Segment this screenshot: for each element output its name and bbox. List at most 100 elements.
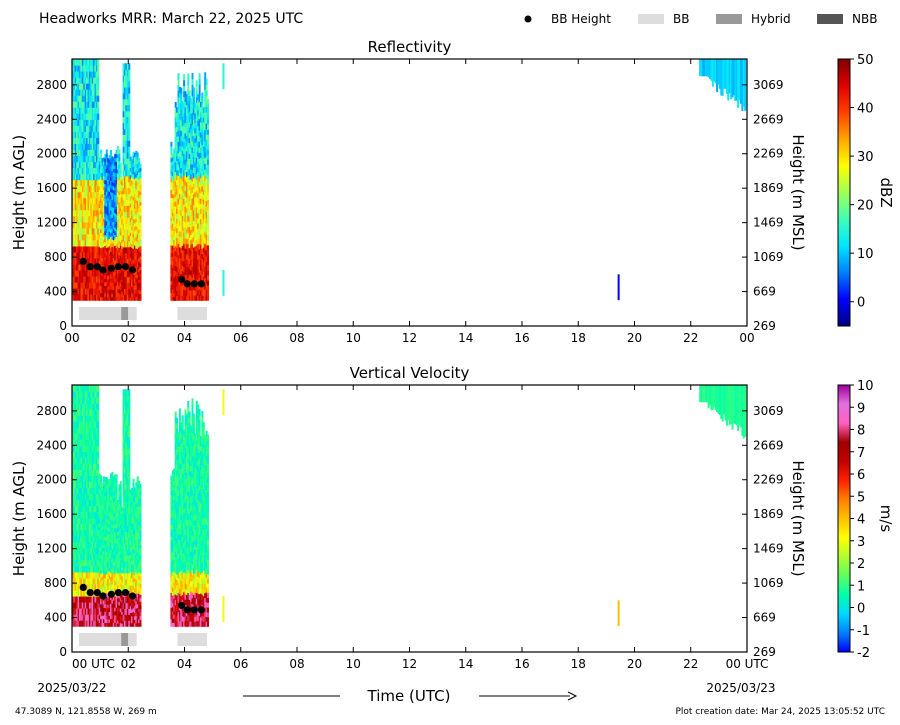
x-tick-label: 04 bbox=[177, 331, 192, 345]
x-tick-label: 22 bbox=[683, 657, 698, 671]
y-tick-label: 2400 bbox=[36, 112, 67, 126]
colorbar-tick-label: 0 bbox=[857, 602, 865, 617]
x-date-left: 2025/03/22 bbox=[37, 681, 106, 695]
x-tick-label: 14 bbox=[458, 657, 473, 671]
y-tick-label: 400 bbox=[44, 611, 67, 625]
legend-bb-label: BB bbox=[673, 12, 689, 26]
bb-bar-hybrid bbox=[121, 307, 129, 320]
bb-height-point bbox=[128, 592, 137, 600]
colorbar-tick-label: 0 bbox=[857, 296, 865, 311]
y-right-tick-label: 1869 bbox=[753, 181, 784, 195]
colorbar-label: m/s bbox=[877, 505, 895, 533]
colorbar: 0 10 20 30 40 50 dBZ bbox=[837, 53, 895, 327]
bb-bar-bb bbox=[79, 307, 123, 320]
y-right-tick-label: 2669 bbox=[753, 438, 784, 452]
x-axis-label: Time (UTC) bbox=[367, 687, 451, 705]
colorbar-scale bbox=[837, 384, 851, 653]
colorbar-tick-label: 7 bbox=[857, 446, 865, 461]
colorbar-tick-label: 10 bbox=[857, 247, 874, 262]
x-tick-label: 00 bbox=[739, 331, 754, 345]
location-text: 47.3089 N, 121.8558 W, 269 m bbox=[15, 707, 157, 717]
y-right-tick-label: 1069 bbox=[753, 250, 784, 264]
bb-height-point bbox=[93, 262, 101, 271]
y-tick-label: 1200 bbox=[36, 216, 67, 230]
legend-nbb-swatch bbox=[817, 14, 843, 24]
colorbar-tick-label: 10 bbox=[857, 379, 874, 394]
bb-height-point bbox=[183, 606, 191, 614]
x-tick-label: 20 bbox=[627, 331, 642, 345]
bb-height-point bbox=[178, 275, 186, 284]
x-tick-label: 08 bbox=[289, 331, 304, 345]
y-tick-label: 2800 bbox=[36, 78, 67, 92]
x-date-right: 2025/03/23 bbox=[706, 681, 775, 695]
colorbar-tick-label: 5 bbox=[857, 490, 865, 505]
legend-hybrid-label: Hybrid bbox=[751, 12, 791, 26]
x-tick-label: 10 bbox=[346, 657, 361, 671]
bb-height-point bbox=[128, 266, 137, 274]
x-tick-label: 18 bbox=[571, 331, 586, 345]
x-tick-label: 06 bbox=[233, 331, 248, 345]
bb-bar-bb bbox=[79, 633, 123, 646]
legend-bb-height-marker bbox=[524, 15, 532, 23]
x-tick-label: 00 UTC bbox=[726, 657, 769, 671]
bb-height-point bbox=[121, 262, 130, 271]
bb-height-point bbox=[178, 601, 186, 610]
colorbar-tick-label: 20 bbox=[857, 199, 874, 214]
colorbar-tick-label: 8 bbox=[857, 424, 865, 439]
bb-height-points bbox=[79, 583, 205, 614]
colorbar-tick-label: 4 bbox=[857, 513, 865, 528]
x-tick-label: 00 UTC bbox=[72, 657, 115, 671]
x-tick-label: 10 bbox=[346, 331, 361, 345]
legend-bb-height-label: BB Height bbox=[551, 12, 611, 26]
x-tick-label: 00 bbox=[64, 331, 79, 345]
y-axis-label: Height (m AGL) bbox=[10, 135, 28, 250]
colorbar-tick-label: 2 bbox=[857, 557, 865, 572]
colorbar-tick-label: -2 bbox=[857, 646, 870, 661]
bb-height-point bbox=[197, 280, 205, 288]
colorbar-tick-label: 6 bbox=[857, 468, 865, 483]
time-axis-label-group: Time (UTC) bbox=[243, 687, 578, 705]
bb-height-point bbox=[190, 606, 198, 614]
colorbar-scale bbox=[837, 58, 851, 327]
x-tick-label: 22 bbox=[683, 331, 698, 345]
y-tick-label: 1600 bbox=[36, 181, 67, 195]
bb-height-point bbox=[86, 588, 94, 597]
x-tick-label: 16 bbox=[514, 657, 529, 671]
y-right-tick-label: 1069 bbox=[753, 576, 784, 590]
header-legend: BB Height BB Hybrid NBB bbox=[524, 12, 877, 26]
echo-field bbox=[72, 59, 747, 301]
colorbar-tick-label: 50 bbox=[857, 53, 874, 68]
colorbar-tick-label: 9 bbox=[857, 401, 865, 416]
legend-hybrid-swatch bbox=[716, 14, 742, 24]
y-tick-label: 0 bbox=[59, 319, 67, 333]
x-tick-label: 12 bbox=[402, 657, 417, 671]
y-tick-label: 400 bbox=[44, 285, 67, 299]
bb-height-point bbox=[99, 266, 107, 274]
colorbar-tick-label: 3 bbox=[857, 535, 865, 550]
x-tick-label: 06 bbox=[233, 657, 248, 671]
bb-height-point bbox=[121, 588, 130, 597]
y-tick-label: 800 bbox=[44, 250, 67, 264]
x-tick-label: 12 bbox=[402, 331, 417, 345]
y-right-tick-label: 269 bbox=[753, 645, 776, 659]
panel-title: Vertical Velocity bbox=[350, 364, 470, 382]
colorbar-label: dBZ bbox=[877, 177, 895, 207]
x-tick-label: 14 bbox=[458, 331, 473, 345]
bb-bar-hybrid bbox=[121, 633, 129, 646]
y-right-tick-label: 1469 bbox=[753, 542, 784, 556]
colorbar-tick-label: 1 bbox=[857, 579, 865, 594]
echo-field bbox=[72, 385, 747, 627]
colorbar-tick-label: 30 bbox=[857, 150, 874, 165]
bb-bar-bb bbox=[177, 633, 207, 646]
bright-band-class-bars bbox=[79, 307, 207, 320]
bb-height-point bbox=[114, 588, 123, 597]
bright-band-class-bars bbox=[79, 633, 207, 646]
y-right-tick-label: 2669 bbox=[753, 112, 784, 126]
x-tick-label: 02 bbox=[121, 331, 136, 345]
y-tick-label: 2000 bbox=[36, 147, 67, 161]
y-tick-label: 1600 bbox=[36, 507, 67, 521]
y-right-tick-label: 3069 bbox=[753, 404, 784, 418]
